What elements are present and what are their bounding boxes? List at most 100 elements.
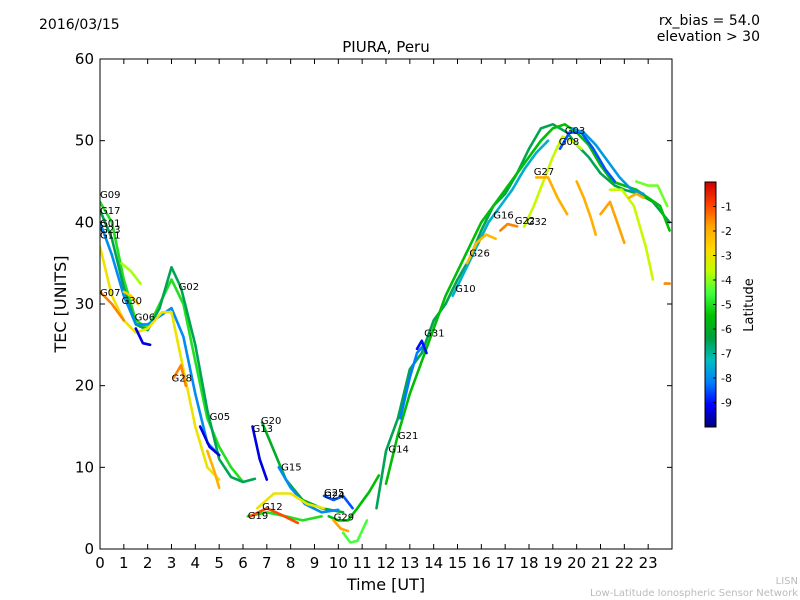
tec-series-22 [384,123,671,485]
tec-series-7 [134,327,152,347]
x-tick-label: 0 [95,554,105,572]
tec-series-36 [627,192,645,200]
tec-series-16 [248,506,300,525]
tec-series-30 [558,131,617,183]
y-tick-label: 50 [75,132,94,150]
satellite-label-g08: G08 [559,137,579,148]
tec-series-4 [120,261,142,285]
tec-series-27 [499,222,519,232]
tec-series-6 [122,290,140,306]
satellite-label-g15: G15 [281,463,301,474]
x-tick-label: 21 [591,554,610,572]
tec-series-34 [608,188,655,281]
satellite-label-g10: G10 [455,284,475,295]
satellite-label-g29: G29 [334,512,354,523]
satellite-label-g14: G14 [388,445,408,456]
colorbar-ticks: -1 -2 -3 -4 -5 -6 -7 -8 -9 [713,201,732,410]
satellite-label-g30: G30 [122,296,142,307]
satellite-label-g25: G25 [324,488,344,499]
tec-series-20 [332,519,350,533]
x-tick-label: 6 [238,554,248,572]
tec-series-18 [327,474,381,522]
x-tick-label: 22 [615,554,634,572]
satellite-label-g19: G19 [248,511,268,522]
tec-series-35 [635,180,669,208]
tec-series-17 [322,494,354,510]
x-tick-label: 15 [448,554,467,572]
tec-series-8 [172,364,188,387]
tec-series-33 [599,200,626,245]
y-tick-label: 40 [75,213,94,231]
y-axis: 0 10 20 30 40 50 60 [75,50,672,558]
satellite-label-g32: G32 [527,217,547,228]
colorbar-tick-label: -9 [721,397,732,410]
tec-series-9 [198,425,221,457]
tec-series-3 [100,245,221,481]
y-tick-label: 30 [75,295,94,313]
y-tick-label: 60 [75,50,94,68]
x-tick-label: 20 [567,554,586,572]
x-tick-label: 18 [519,554,538,572]
satellite-label-g21: G21 [398,431,418,442]
x-tick-label: 23 [639,554,658,572]
tec-series-28 [522,135,583,228]
colorbar-label: Latitude [742,278,757,332]
satellite-label-g26: G26 [469,249,489,260]
satellite-label-g22: G22 [515,216,535,227]
y-tick-label: 20 [75,377,94,395]
footer-network: Low-Latitude Ionospheric Sensor Network [590,588,798,599]
satellite-label-g31: G31 [424,329,444,340]
rx-bias-label: rx_bias = 54.0 [658,13,760,29]
tec-series-32 [575,180,597,236]
tec-series-29 [534,176,569,216]
satellite-label-g09: G09 [100,190,120,201]
satellite-label-g24: G24 [324,490,344,501]
tec-series-26 [465,233,497,265]
elevation-label: elevation > 30 [656,29,760,45]
x-tick-label: 12 [376,554,395,572]
y-tick-label: 10 [75,458,94,476]
x-tick-label: 3 [167,554,177,572]
x-tick-label: 2 [143,554,153,572]
x-tick-label: 9 [310,554,320,572]
colorbar: -1 -2 -3 -4 -5 -6 -7 -8 -9 Latitude [704,181,757,428]
colorbar-tick-label: -7 [721,348,732,361]
tec-series-12 [260,421,345,514]
colorbar-tick-label: -8 [721,372,732,385]
satellite-label-g03: G03 [565,126,585,137]
colorbar-tick-label: -2 [721,225,732,238]
tec-series-10 [206,449,221,490]
x-tick-label: 17 [496,554,515,572]
x-tick-label: 5 [214,554,224,572]
satellite-label-g05: G05 [210,412,230,423]
x-tick-label: 4 [191,554,201,572]
chart-title: PIURA, Peru [342,38,429,56]
tec-series-25 [451,139,550,298]
x-axis-label: Time [UT] [346,575,425,594]
tec-series-24 [415,339,428,355]
tec-series-14 [256,492,326,510]
satellite-label-g17: G17 [100,206,120,217]
satellite-label-g16: G16 [493,210,513,221]
tec-series-19 [341,519,369,544]
satellite-label-g27: G27 [534,167,554,178]
colorbar-tick-label: -5 [721,299,732,312]
series-layer [100,123,671,544]
tec-series-31 [570,127,645,196]
tec-series-23 [399,343,426,420]
satellite-label-g13: G13 [253,424,273,435]
tec-series-11 [251,425,269,481]
x-tick-label: 13 [400,554,419,572]
x-tick-label: 1 [119,554,129,572]
tec-series-5 [100,290,126,322]
x-tick-label: 14 [424,554,443,572]
y-axis-label: TEC [UNITS] [51,256,70,354]
colorbar-tick-label: -4 [721,274,732,287]
satellite-label-g11: G11 [100,231,120,242]
x-tick-label: 19 [543,554,562,572]
satellite-label-g07: G07 [100,288,120,299]
colorbar-tick-label: -3 [721,250,732,263]
x-tick-label: 8 [286,554,296,572]
